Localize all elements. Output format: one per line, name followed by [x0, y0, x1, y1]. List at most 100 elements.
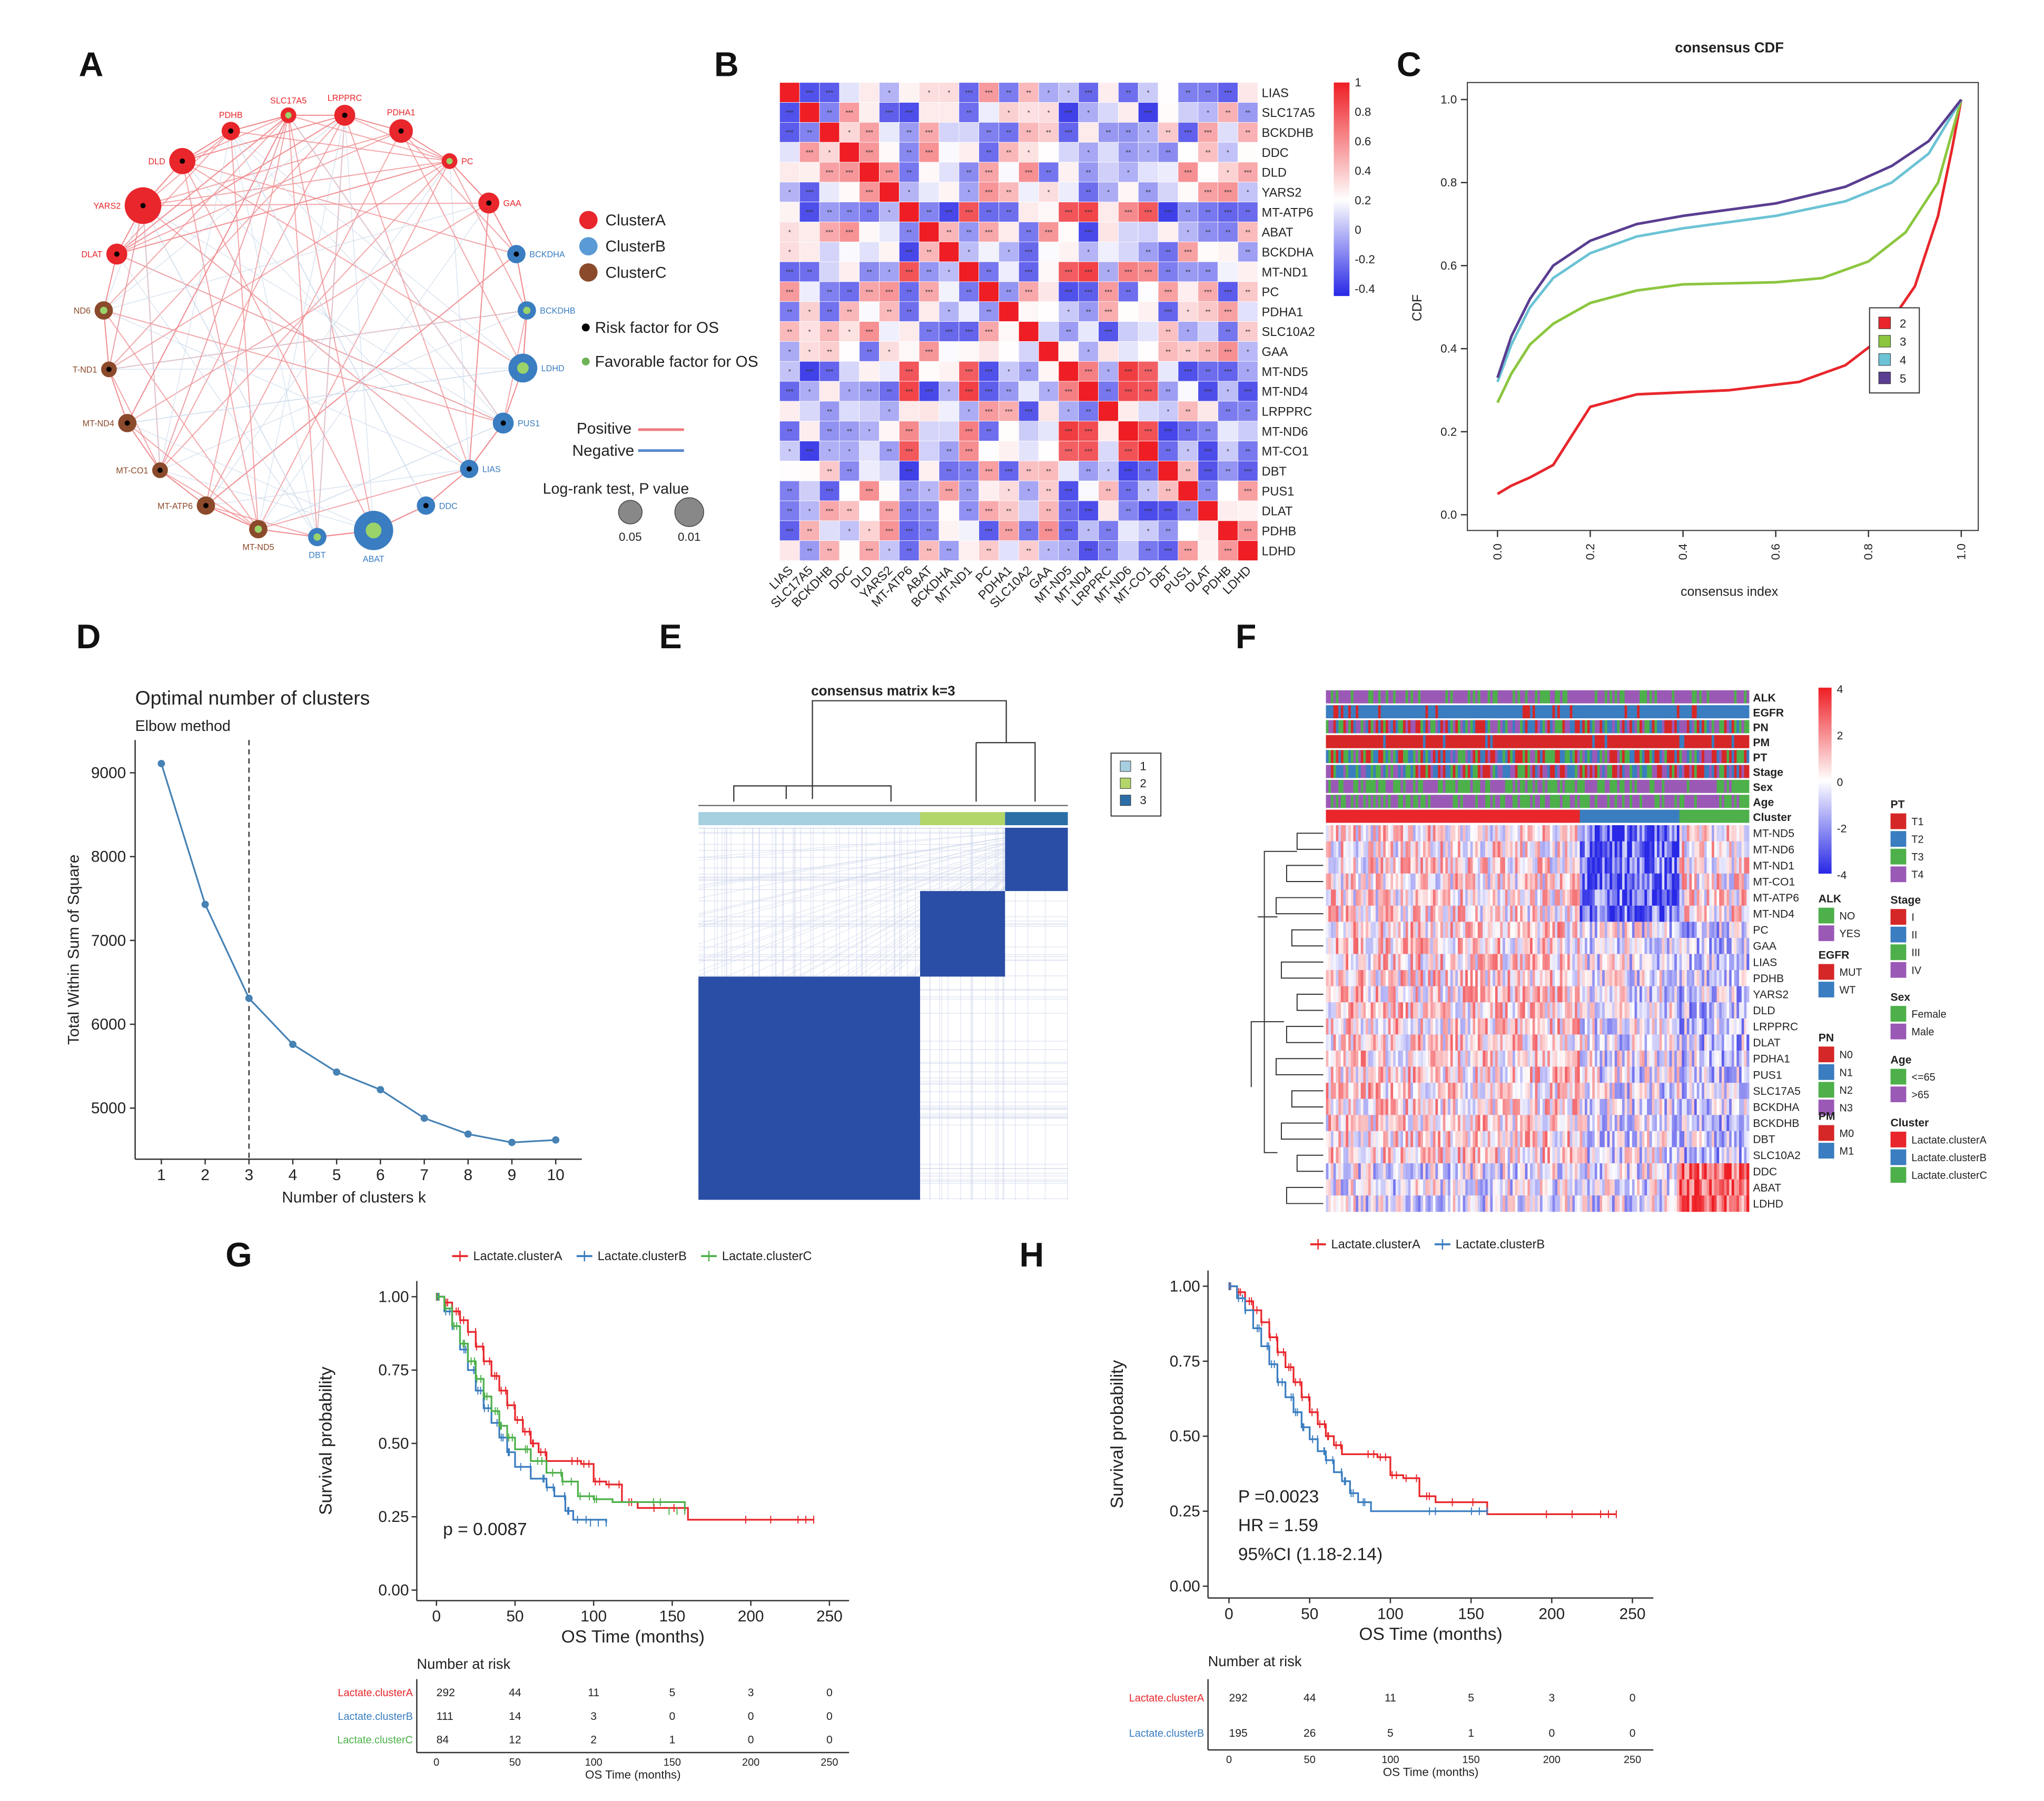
- heatmap-cell: [1617, 841, 1620, 858]
- significance-mark: ***: [1005, 528, 1013, 535]
- heatmap-cell: [1507, 889, 1510, 906]
- positive-edge: [468, 203, 490, 469]
- heatmap-cell: [1724, 825, 1727, 842]
- heatmap-cell: [1520, 889, 1523, 906]
- heatmap-cell: [1649, 889, 1653, 906]
- heatmap-cell: [1612, 922, 1615, 938]
- heatmap-cell: [1555, 937, 1558, 955]
- annotation-cell: [1408, 735, 1411, 748]
- significance-mark: ***: [1124, 468, 1132, 475]
- heatmap-cell: [1038, 321, 1059, 342]
- heatmap-cell: [1582, 986, 1585, 1003]
- heatmap-cell: [1393, 937, 1396, 955]
- annotation-cell: [1634, 779, 1637, 793]
- heatmap-cell: [1487, 825, 1490, 842]
- heatmap-cell: [1567, 889, 1571, 906]
- annotation-cell: [1575, 720, 1578, 734]
- heatmap-cell: [1340, 873, 1344, 890]
- annotation-cell: [1627, 779, 1630, 793]
- heatmap-cell: [1620, 873, 1623, 890]
- heatmap-cell: [1493, 954, 1496, 971]
- x-tick-label: 3: [244, 1166, 253, 1184]
- significance-mark: **: [1245, 129, 1250, 136]
- heatmap-cell: [1158, 82, 1179, 103]
- heatmap-cell: [1557, 954, 1561, 971]
- annotation-cell: [1510, 765, 1513, 778]
- annotation-cell: [1450, 750, 1454, 764]
- annotation-cell: [1585, 705, 1588, 719]
- heatmap-cell: [1535, 937, 1538, 955]
- heatmap-cell: [1604, 857, 1608, 874]
- annotation-cell: [1662, 735, 1665, 748]
- annotation-cell: [1552, 809, 1555, 823]
- annotation-cell: [1592, 690, 1595, 704]
- annotation-cell: [1555, 750, 1558, 764]
- heatmap-cell: [1617, 873, 1620, 890]
- heatmap-cell: [1604, 841, 1608, 858]
- significance-mark: **: [1006, 388, 1012, 395]
- heatmap-cell: [1400, 889, 1404, 906]
- heatmap-cell: [1609, 986, 1613, 1003]
- heatmap-cell: [1739, 873, 1742, 890]
- significance-mark: **: [1245, 249, 1250, 256]
- heatmap-cell: [1582, 889, 1585, 906]
- heatmap-cell: [839, 281, 860, 302]
- heatmap-cell: [1744, 954, 1747, 971]
- significance-mark: ***: [1025, 169, 1033, 176]
- heatmap-cell: [1609, 905, 1613, 922]
- heatmap-cell: [1178, 480, 1199, 501]
- heatmap-cell: [1470, 857, 1473, 874]
- heatmap-cell: [1178, 361, 1199, 382]
- heatmap-row-MT-ND6: MT-ND6: [1326, 841, 1794, 858]
- significance-mark: **: [1166, 488, 1171, 495]
- annotation-cell: [1630, 690, 1633, 704]
- annotation-cell: [1602, 735, 1605, 748]
- heatmap-cell: [1378, 857, 1381, 874]
- heatmap-cell: [1712, 857, 1715, 874]
- annotation-cell: [1726, 809, 1730, 823]
- annotation-cell: [1378, 750, 1381, 764]
- annotation-cell: [1659, 705, 1663, 719]
- annotation-cell: [1425, 750, 1428, 764]
- significance-mark: **: [1106, 548, 1111, 555]
- annotation-cell: [1336, 765, 1339, 778]
- annotation-cell: [1346, 750, 1349, 764]
- annotation-cell: [1398, 750, 1401, 764]
- annotation-cell: [1535, 779, 1538, 793]
- annotation-cell: [1423, 795, 1426, 808]
- annotation-cell: [1545, 705, 1548, 719]
- annotation-cell: [1458, 720, 1461, 734]
- heatmap-cell: [1423, 825, 1426, 842]
- heatmap-cell: [1657, 857, 1660, 874]
- annotation-cell: [1408, 765, 1411, 778]
- heatmap-cell: [1433, 857, 1436, 874]
- heatmap-cell: [859, 381, 880, 402]
- heatmap-cell: [1408, 954, 1411, 971]
- significance-mark: ***: [945, 209, 953, 216]
- annotation-cell: [1699, 795, 1702, 808]
- annotation-cell: [1418, 705, 1421, 719]
- heatmap-cell: [1547, 889, 1551, 906]
- annotation-cell: [1443, 720, 1446, 734]
- annotation-cell: [1350, 690, 1354, 704]
- annotation-cell: [1388, 735, 1391, 748]
- significance-mark: *: [788, 189, 791, 196]
- annotation-cell: [1458, 735, 1461, 748]
- heatmap-cell: [1704, 857, 1707, 874]
- heatmap-cell: [1744, 841, 1747, 858]
- annotation-cell: [1493, 690, 1496, 704]
- annotation-cell: [1585, 765, 1588, 778]
- cluster-bar-3: [1005, 812, 1068, 825]
- annotation-cell: [1704, 720, 1707, 734]
- significance-mark: **: [847, 289, 852, 296]
- heatmap-cell: [1340, 986, 1344, 1003]
- heatmap-cell: [1336, 857, 1339, 874]
- heatmap-cell: [1582, 905, 1585, 922]
- heatmap-cell: [1388, 889, 1391, 906]
- heatmap-cell: [1038, 241, 1059, 262]
- heatmap-cell: [1674, 970, 1677, 987]
- annotation-cell: [1438, 809, 1441, 823]
- heatmap-cell: [1632, 889, 1635, 906]
- annotation-cell: [1370, 690, 1374, 704]
- heatmap-cell: [779, 520, 800, 541]
